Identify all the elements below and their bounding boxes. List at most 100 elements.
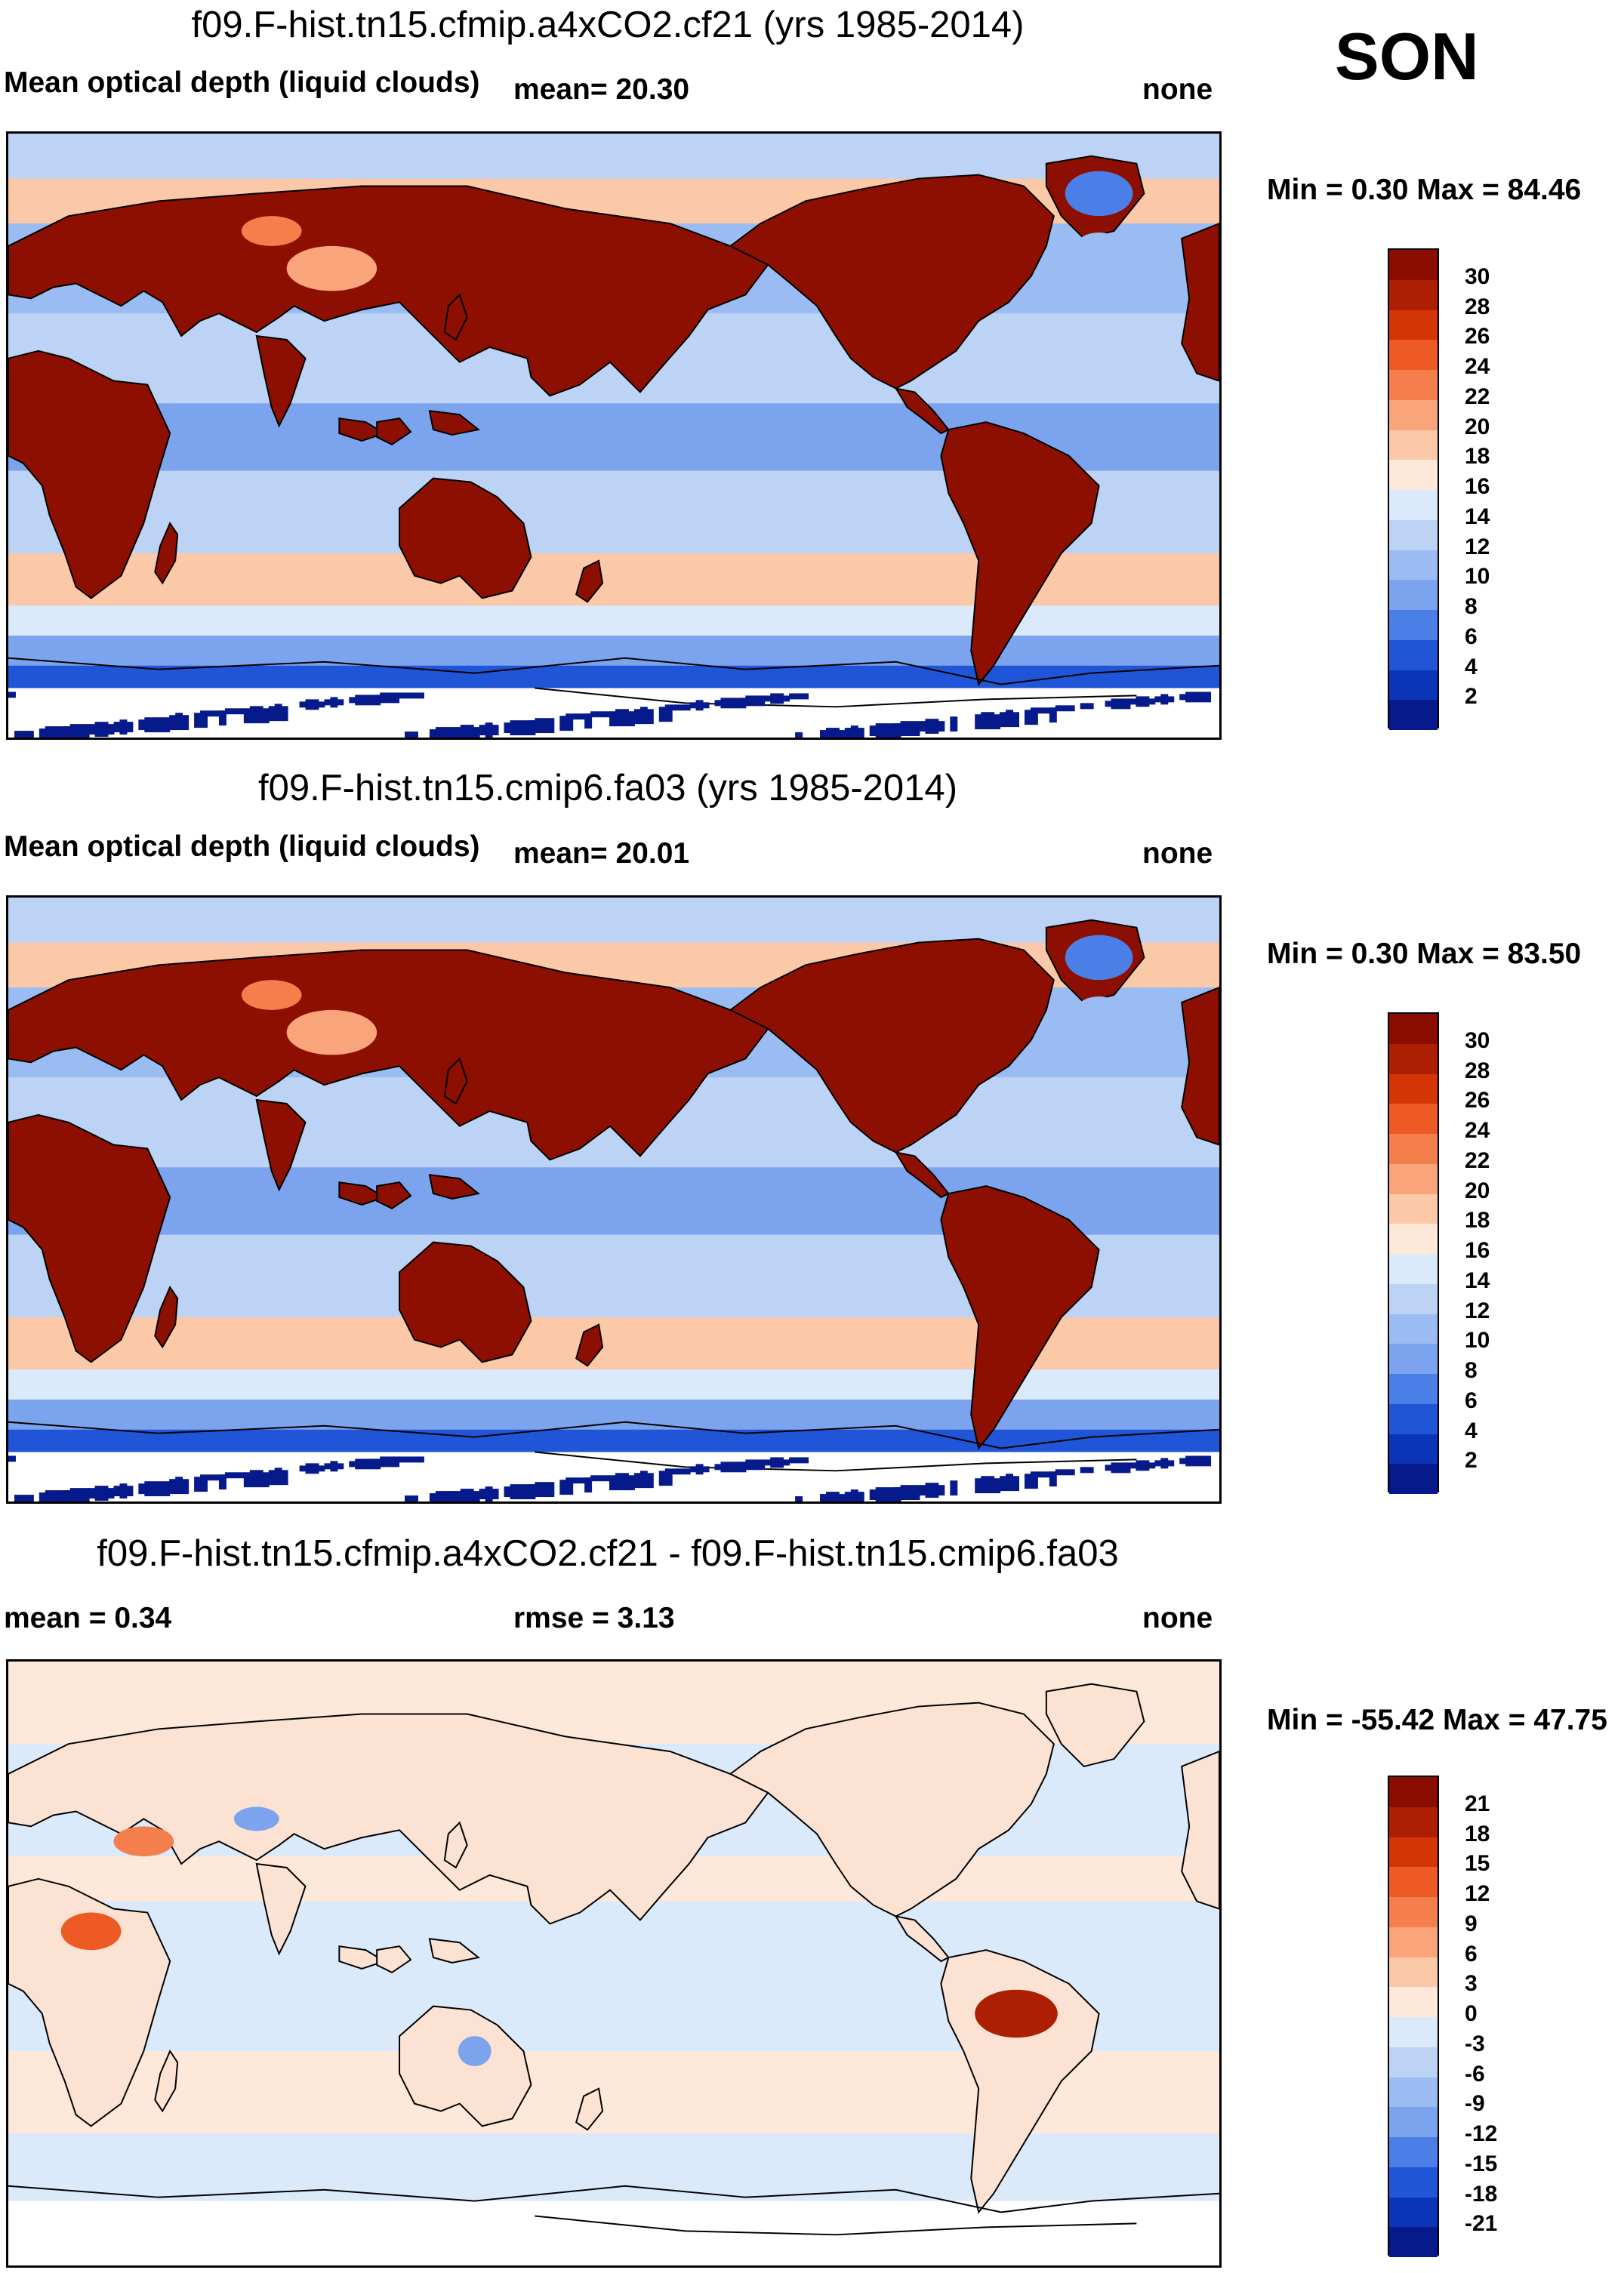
colorbar-swatch [1389,1134,1438,1164]
sea-ice-speckle [850,725,858,738]
map-latitude-band [8,665,1219,688]
sea-ice-speckle [460,1489,474,1501]
colorbar-tick-label: 26 [1465,324,1490,350]
colorbar-swatch [1389,610,1438,640]
panel-1-center-label: mean= 20.30 [513,73,690,106]
colorbar-swatch [1389,1224,1438,1254]
sea-ice-speckle [380,1456,400,1468]
continent-shape [255,334,307,428]
continent-shape [940,1185,1100,1450]
sea-ice-speckle [380,692,400,704]
continent-shape [1045,1683,1145,1768]
panel-2-minmax: Min = 0.30 Max = 83.50 [1267,938,1582,970]
sea-ice-speckle [14,1495,34,1501]
map-latitude-band [8,1369,1219,1400]
continent-shape [1181,987,1219,1146]
sea-ice-speckle [510,1484,536,1500]
colorbar-tick-label: -21 [1465,2211,1498,2237]
sea-ice-speckle [795,1496,803,1501]
sea-ice-speckle [590,711,611,718]
colorbar-tick-label: 12 [1465,1881,1490,1906]
colorbar-swatch [1389,1193,1438,1224]
colorbar-tick-label: -15 [1465,2151,1498,2176]
continent-shape [399,2005,532,2127]
colorbar-tick-label: 6 [1465,1941,1478,1967]
colorbar-tick-label: 9 [1465,1911,1478,1936]
sea-ice-speckle [825,1492,840,1501]
colorbar-swatch [1389,1344,1438,1374]
colorbar-swatch [1389,1283,1438,1314]
map-latitude-band [8,1429,1219,1452]
sea-ice-speckle [8,691,16,698]
continent-shape [729,174,1055,390]
map-latitude-band [8,605,1219,636]
continent-shape [1181,223,1219,382]
sea-ice-speckle [8,1455,16,1462]
map-anomaly-region [975,1989,1058,2038]
colorbar-tick-label: -18 [1465,2181,1498,2207]
map-anomaly-region [1076,233,1122,260]
colorbar-swatch [1389,580,1438,610]
colorbar-swatch [1389,250,1438,280]
continent-shape [338,1181,387,1206]
sea-ice-speckle [305,699,319,710]
sea-ice-speckle [94,1486,109,1501]
sea-ice-speckle [639,1471,648,1477]
sea-ice-speckle [268,1470,288,1486]
colorbar-tick-label: -6 [1465,2061,1485,2087]
continent-shape [940,421,1100,686]
sea-ice-speckle [119,1483,128,1499]
sea-ice-speckle [1055,1469,1075,1476]
continent-shape [255,1098,307,1192]
sea-ice-speckle [1049,1471,1057,1487]
colorbar-tick-label: 4 [1465,654,1478,679]
continent-shape [443,293,468,341]
colorbar-tick-label: 26 [1465,1088,1490,1113]
colorbar-tick-label: 4 [1465,1418,1478,1443]
continent-shape [154,2050,179,2113]
sea-ice-speckle [429,729,437,738]
sea-ice-speckle [330,1461,338,1472]
sea-ice-speckle [633,1473,654,1489]
panel-3-left-label: mean = 0.34 [4,1602,172,1634]
colorbar-tick-label: 15 [1465,1851,1490,1877]
continent-shape [729,938,1055,1153]
map-anomaly-region [286,1009,377,1055]
continent-shape [428,1174,480,1200]
colorbar-swatch [1389,639,1438,670]
panel-1-minmax: Min = 0.30 Max = 84.46 [1267,174,1582,206]
panel-3-right-label: none [1142,1602,1213,1634]
sea-ice-speckle [789,1457,809,1464]
panel-2-title: f09.F-hist.tn15.cmip6.fa03 (yrs 1985-201… [257,768,958,808]
panel-2-colorbar [1388,1012,1439,1494]
sea-ice-speckle [590,1475,611,1482]
sea-ice-speckle [1136,1460,1150,1471]
colorbar-tick-label: 2 [1465,684,1478,710]
sea-ice-speckle [664,704,691,711]
colorbar-tick-label: 18 [1465,1208,1490,1234]
colorbar-swatch [1389,550,1438,581]
coastline [535,687,1137,708]
colorbar-swatch [1389,1314,1438,1344]
continent-shape [399,1241,532,1363]
colorbar-swatch [1389,370,1438,400]
continent-shape [8,1713,769,1925]
continent-shape [428,1938,480,1964]
sea-ice-speckle [1185,1455,1212,1467]
colorbar-tick-label: 10 [1465,564,1490,590]
sea-ice-speckle [720,698,747,709]
colorbar-swatch [1389,1163,1438,1194]
continent-shape [894,1915,950,1963]
colorbar-swatch [1389,2107,1438,2137]
colorbar-swatch [1389,1777,1438,1807]
continent-shape [8,185,769,397]
colorbar-tick-label: 30 [1465,1027,1490,1053]
sea-ice-speckle [1080,703,1094,710]
sea-ice-speckle [169,715,190,731]
sea-ice-speckle [565,1477,592,1484]
continent-shape [8,350,171,599]
colorbar-tick-label: -9 [1465,2091,1485,2117]
colorbar-tick-label: 30 [1465,263,1490,289]
panel-3-minmax: Min = -55.42 Max = 47.75 [1267,1704,1607,1736]
colorbar-swatch [1389,2137,1438,2167]
